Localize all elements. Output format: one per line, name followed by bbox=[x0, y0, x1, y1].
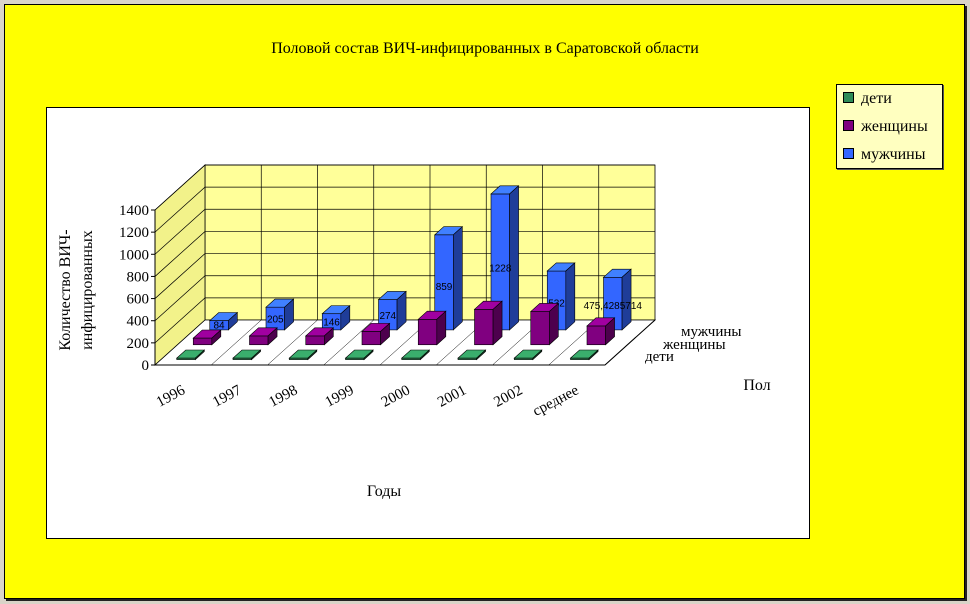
y-axis-title: Количество ВИЧ-инфицированных bbox=[57, 229, 96, 350]
floor-line bbox=[267, 319, 318, 366]
category-label: 2001 bbox=[435, 382, 469, 410]
chart-title: Половой состав ВИЧ-инфицированных в Сара… bbox=[271, 40, 699, 57]
bar-side bbox=[307, 349, 318, 361]
y-axis-title-line: Количество ВИЧ- bbox=[57, 229, 74, 350]
legend-label-zhenshchiny: женщины bbox=[861, 118, 928, 135]
bar-side bbox=[492, 300, 503, 346]
bar-side bbox=[363, 349, 374, 361]
data-label: 274 bbox=[379, 311, 396, 322]
bar-side bbox=[605, 317, 615, 346]
bar bbox=[361, 331, 381, 346]
category-label: 1999 bbox=[323, 382, 357, 410]
bar bbox=[530, 311, 550, 346]
bar-side bbox=[195, 349, 205, 361]
bar-side bbox=[340, 304, 351, 331]
bar-side bbox=[211, 329, 222, 346]
bar-side bbox=[532, 349, 543, 361]
bar-side bbox=[436, 310, 447, 346]
z-axis-line bbox=[604, 319, 656, 366]
bar bbox=[192, 337, 213, 346]
bar-side bbox=[476, 349, 486, 361]
legend-label-muzhchiny: мужчины bbox=[861, 146, 926, 163]
y-tick-label: 1200 bbox=[119, 225, 149, 241]
depth-label: дети bbox=[645, 349, 674, 365]
y-tick-label: 200 bbox=[127, 336, 150, 352]
bar bbox=[586, 325, 606, 346]
depth-label: женщины bbox=[662, 337, 726, 353]
y-tick-label: 800 bbox=[127, 269, 150, 285]
legend-item-zhenshchiny: женщины bbox=[843, 117, 928, 137]
bar bbox=[417, 318, 438, 346]
data-label: 1228 bbox=[489, 264, 512, 275]
bar-side bbox=[324, 327, 334, 346]
depth-label: мужчины bbox=[681, 324, 741, 340]
category-label: 2000 bbox=[379, 382, 413, 410]
bar-side bbox=[588, 349, 599, 361]
bar bbox=[305, 335, 325, 346]
bar-side bbox=[509, 185, 519, 331]
x-axis-title: Годы bbox=[367, 483, 402, 500]
series-0 bbox=[175, 349, 599, 361]
data-label: 205 bbox=[267, 315, 284, 326]
bar-side bbox=[396, 290, 407, 331]
legend-swatch-deti bbox=[843, 91, 854, 103]
legend-item-deti: дети bbox=[843, 89, 892, 109]
bar-side bbox=[228, 311, 238, 331]
data-label: 475,4285714 bbox=[584, 301, 643, 312]
legend-swatch-zhenshchiny bbox=[843, 119, 854, 131]
category-label: 1996 bbox=[154, 382, 188, 410]
legend-item-muzhchiny: мужчины bbox=[843, 145, 926, 165]
bar bbox=[474, 309, 494, 346]
y-tick-label: 1400 bbox=[119, 203, 149, 219]
category-label: 2002 bbox=[491, 382, 525, 410]
category-label: среднее bbox=[530, 382, 582, 420]
y-tick-label: 400 bbox=[127, 314, 150, 330]
y-tick-label: 600 bbox=[127, 292, 150, 308]
data-label: 84 bbox=[213, 321, 225, 332]
y-axis-title-line: инфицированных bbox=[79, 230, 96, 350]
data-label: 146 bbox=[323, 318, 340, 329]
series-2: 842051462748591228532475,4285714 bbox=[208, 185, 643, 332]
gridline bbox=[154, 164, 655, 211]
bar-side bbox=[251, 349, 261, 361]
bar-side bbox=[284, 298, 294, 331]
data-label: 859 bbox=[436, 282, 453, 293]
y-tick-label: 1000 bbox=[119, 247, 149, 263]
series-1 bbox=[192, 300, 616, 346]
z-axis-title: Пол bbox=[743, 377, 770, 394]
bar-side bbox=[565, 262, 576, 331]
legend-swatch-muzhchiny bbox=[843, 147, 854, 159]
bar-side bbox=[420, 349, 430, 361]
legend-label-deti: дети bbox=[861, 90, 892, 107]
bar-side bbox=[453, 226, 463, 331]
category-label: 1998 bbox=[266, 382, 300, 410]
floor-line bbox=[323, 319, 374, 366]
y-tick-label: 0 bbox=[142, 358, 150, 374]
legend: дети женщины мужчины bbox=[836, 84, 943, 169]
bar-side bbox=[267, 327, 278, 346]
category-label: 1997 bbox=[210, 382, 244, 410]
bar-side bbox=[549, 302, 559, 346]
bar bbox=[249, 335, 269, 346]
floor-line bbox=[211, 319, 262, 366]
bar-side bbox=[621, 268, 632, 331]
bar-side bbox=[380, 322, 390, 346]
